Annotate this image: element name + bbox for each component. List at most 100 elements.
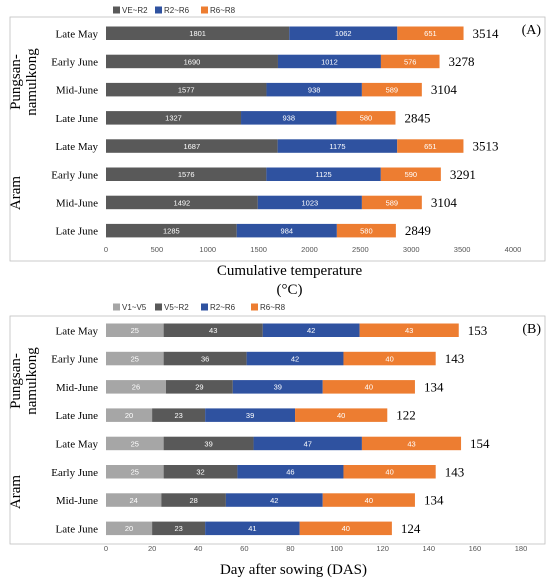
category-label: Late June <box>56 523 99 535</box>
bar-segment <box>266 82 362 97</box>
x-tick-label: 0 <box>104 544 108 553</box>
bar-segment <box>277 139 398 153</box>
bar-segment <box>106 408 153 422</box>
category-label: Late May <box>56 141 99 153</box>
category-label: Late May <box>56 28 99 40</box>
bar-segment <box>397 26 464 40</box>
bar-segment <box>165 380 233 394</box>
bar-segment <box>246 351 344 366</box>
legend-entry: VE~R2 <box>122 6 148 15</box>
x-tick-label: 500 <box>151 245 164 254</box>
panel-label: (A) <box>522 23 542 38</box>
legend-swatch <box>155 303 162 311</box>
group-label-line: namulkong <box>24 347 40 415</box>
category-label: Late May <box>56 438 99 450</box>
bar-value-label: 47 <box>304 439 312 448</box>
bar-value-label: 32 <box>196 468 204 477</box>
bar-value-label: 580 <box>360 114 373 123</box>
bar-segment <box>163 323 263 337</box>
bar-segment <box>106 139 278 153</box>
bar-value-label: 1175 <box>329 142 345 151</box>
bar-segment <box>106 82 267 97</box>
chart-panel-b: (B) V1~V5 V5~R2 R2~R6 R6~R8 25 43 42 43 153 Late M… <box>8 303 546 578</box>
bar-value-label: 938 <box>308 85 321 94</box>
bar-segment <box>106 195 258 210</box>
bar-segment <box>322 493 415 507</box>
legend-swatch <box>201 6 208 14</box>
bar-value-label: 40 <box>342 524 350 533</box>
bar-value-label: 43 <box>407 439 415 448</box>
bar-value-label: 46 <box>286 468 294 477</box>
bar-value-label: 1690 <box>184 57 201 66</box>
bar-segment <box>232 380 323 394</box>
bar-value-label: 40 <box>365 383 373 392</box>
bar-segment <box>361 436 462 451</box>
bar-segment <box>163 436 254 451</box>
x-tick-label: 80 <box>286 544 294 553</box>
bar-segment <box>262 323 360 337</box>
bar-value-label: 1023 <box>302 198 319 207</box>
x-tick-label: 2500 <box>352 245 369 254</box>
bar-value-label: 580 <box>360 226 373 235</box>
bar-total-label: 3514 <box>473 26 500 41</box>
bar-value-label: 651 <box>424 29 437 38</box>
bar-value-label: 589 <box>386 198 399 207</box>
bar-segment <box>397 139 464 153</box>
group-label: Aram <box>8 176 24 210</box>
legend-entry: R6~R8 <box>260 303 286 312</box>
bar-value-label: 1576 <box>178 170 195 179</box>
bar-segment <box>380 167 441 181</box>
bar-total-label: 2845 <box>404 110 430 125</box>
bar-segment <box>106 465 164 479</box>
bar-value-label: 589 <box>386 85 399 94</box>
bar-total-label: 143 <box>445 351 465 366</box>
bar-segment <box>289 26 398 40</box>
chart-panel-a: (A) VE~R2 R2~R6 R6~R8 1801 1062 651 3514 Late Ma… <box>8 6 546 298</box>
bar-total-label: 3104 <box>431 82 458 97</box>
bar-segment <box>359 323 459 337</box>
legend-entry: V1~V5 <box>122 303 147 312</box>
bar-segment <box>343 351 436 366</box>
bar-value-label: 20 <box>125 411 133 420</box>
bar-value-label: 651 <box>424 142 437 151</box>
x-tick-label: 180 <box>515 544 528 553</box>
bar-value-label: 40 <box>337 411 345 420</box>
bar-value-label: 39 <box>204 439 212 448</box>
bar-total-label: 3104 <box>431 195 458 210</box>
group-label-line: Aram <box>8 176 24 210</box>
bar-value-label: 938 <box>282 114 295 123</box>
bar-segment <box>266 167 381 181</box>
bar-segment <box>336 223 396 238</box>
category-label: Mid-June <box>56 495 98 507</box>
bar-value-label: 42 <box>291 354 299 363</box>
bar-segment <box>163 351 247 366</box>
legend-swatch <box>155 6 162 14</box>
category-label: Early June <box>51 467 98 479</box>
x-tick-label: 2000 <box>301 245 318 254</box>
bar-segment <box>299 521 392 536</box>
legend-swatch <box>251 303 258 311</box>
bar-segment <box>106 323 164 337</box>
category-label: Mid-June <box>56 197 98 209</box>
bar-segment <box>225 493 323 507</box>
bar-value-label: 25 <box>131 354 139 363</box>
bar-segment <box>295 408 388 422</box>
bar-total-label: 154 <box>470 436 490 451</box>
x-tick-label: 100 <box>330 544 343 553</box>
bar-segment <box>361 195 422 210</box>
bar-segment <box>163 465 238 479</box>
x-tick-label: 1000 <box>199 245 216 254</box>
bar-value-label: 43 <box>405 326 413 335</box>
category-label: Mid-June <box>56 382 98 394</box>
bar-segment <box>106 111 242 125</box>
bar-value-label: 43 <box>209 326 217 335</box>
category-label: Late May <box>56 325 99 337</box>
bar-segment <box>253 436 362 451</box>
bar-total-label: 153 <box>468 323 488 338</box>
panel-border <box>9 16 546 262</box>
x-tick-label: 4000 <box>505 245 522 254</box>
bar-value-label: 1801 <box>189 29 206 38</box>
x-tick-label: 0 <box>104 245 108 254</box>
bar-value-label: 24 <box>129 496 137 505</box>
